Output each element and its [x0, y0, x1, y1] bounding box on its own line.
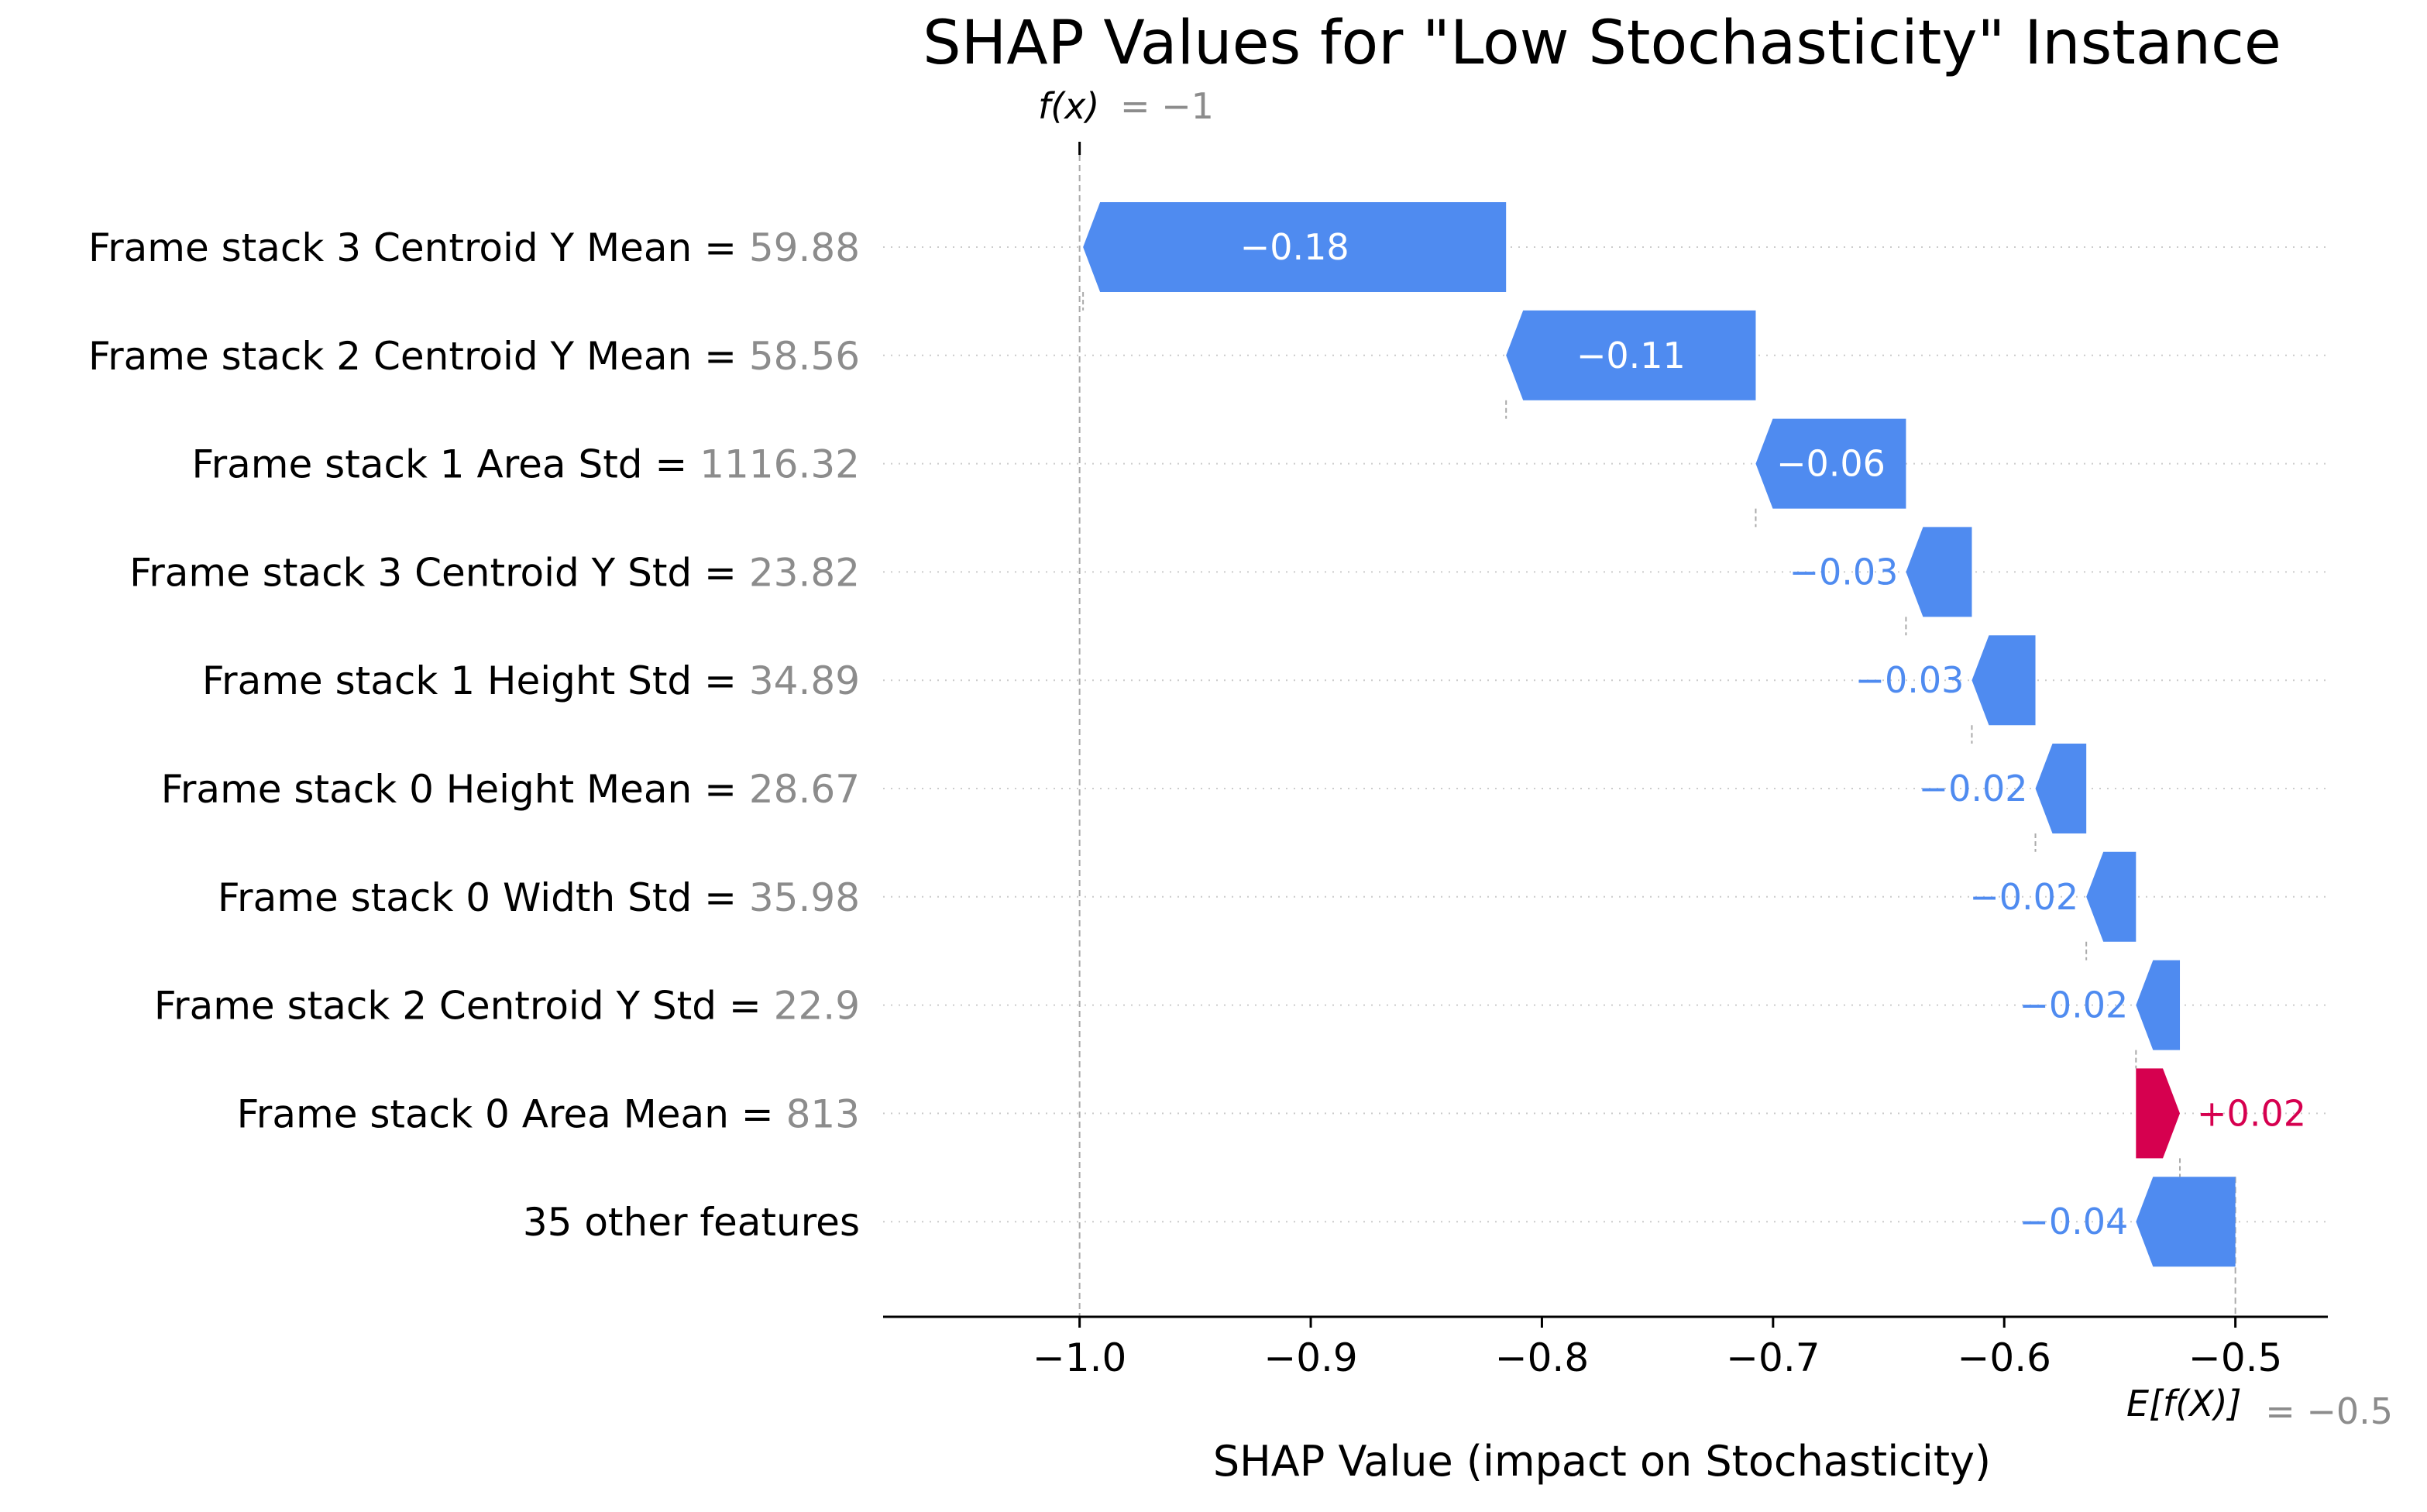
feature-name: Frame stack 1 Area Std = [191, 442, 700, 487]
feature-name: Frame stack 3 Centroid Y Mean = [88, 225, 749, 270]
bar-value-label: −0.02 [2019, 985, 2128, 1026]
feature-name: Frame stack 1 Height Std = [202, 658, 749, 703]
feature-name: Frame stack 2 Centroid Y Mean = [88, 334, 749, 379]
bar-value-label: +0.02 [2197, 1092, 2306, 1134]
feature-value: 22.9 [774, 984, 860, 1029]
x-tick-label: −0.6 [1958, 1335, 2051, 1380]
feature-name: 35 other features [523, 1200, 860, 1245]
bar-value-label: −0.02 [1919, 768, 2028, 809]
chart-title: SHAP Values for "Low Stochasticity" Inst… [923, 9, 2281, 78]
feature-name: Frame stack 0 Area Mean = [237, 1091, 786, 1136]
feature-label: Frame stack 2 Centroid Y Mean = 58.56 [88, 334, 860, 379]
efx-annotation: E[f(X)] = −0.5 [2126, 1383, 2393, 1432]
x-tick-label: −1.0 [1033, 1335, 1126, 1380]
waterfall-bar [2136, 960, 2181, 1050]
waterfall-bar [1755, 418, 1906, 509]
feature-label: Frame stack 3 Centroid Y Mean = 59.88 [88, 225, 860, 270]
efx-label: E[f(X)] [2126, 1383, 2242, 1424]
waterfall-bar [1506, 310, 1756, 400]
fx-value-label: = −1 [1120, 85, 1214, 127]
feature-value: 23.82 [749, 550, 860, 595]
feature-value: 58.56 [749, 334, 860, 379]
bar-value-label: −0.18 [1240, 226, 1349, 268]
feature-value: 34.89 [749, 658, 860, 703]
feature-name: Frame stack 2 Centroid Y Std = [154, 984, 774, 1029]
bar-value-label: −0.06 [1776, 443, 1886, 485]
bar-value-label: −0.03 [1789, 551, 1898, 593]
waterfall-bar [1906, 527, 1972, 617]
x-tick-label: −0.8 [1495, 1335, 1589, 1380]
feature-value: 813 [786, 1091, 860, 1136]
feature-name: Frame stack 3 Centroid Y Std = [129, 550, 749, 595]
feature-name: Frame stack 0 Height Mean = [161, 767, 749, 812]
bar-value-label: −0.02 [1969, 876, 2078, 918]
x-axis: −1.0 −0.9 −0.8 −0.7 −0.6 −0.5 [883, 1315, 2328, 1380]
x-tick-label: −0.5 [2188, 1335, 2282, 1380]
feature-label: Frame stack 1 Area Std = 1116.32 [191, 442, 860, 487]
feature-label: 35 other features [523, 1200, 860, 1245]
feature-label: Frame stack 0 Area Mean = 813 [237, 1091, 860, 1136]
waterfall-bar [2086, 851, 2137, 942]
feature-label: Frame stack 1 Height Std = 34.89 [202, 658, 860, 703]
feature-label: Frame stack 3 Centroid Y Std = 23.82 [129, 550, 860, 595]
x-axis-label: SHAP Value (impact on Stochasticity) [1213, 1437, 1991, 1486]
waterfall-bar [2136, 1068, 2181, 1159]
waterfall-bar [2035, 744, 2087, 833]
waterfall-bar [1972, 635, 2036, 726]
waterfall-bar [2136, 1177, 2236, 1267]
bar-value-label: −0.04 [2019, 1201, 2128, 1242]
bar-value-label: −0.11 [1576, 335, 1686, 376]
bars [1083, 202, 2236, 1267]
feature-labels: Frame stack 3 Centroid Y Mean = 59.88Fra… [88, 225, 860, 1245]
fx-label: f(x) [1038, 85, 1099, 127]
fx-annotation: f(x) = −1 [1038, 85, 1214, 127]
x-tick-label: −0.7 [1726, 1335, 1820, 1380]
feature-label: Frame stack 0 Height Mean = 28.67 [161, 767, 860, 812]
bar-labels: −0.18 −0.11 −0.06 −0.03 −0.03 −0.02 −0.02 −0.02… [1240, 226, 2306, 1242]
feature-label: Frame stack 0 Width Std = 35.98 [218, 875, 860, 920]
feature-value: 59.88 [749, 225, 860, 270]
bar-value-label: −0.03 [1855, 659, 1964, 701]
feature-value: 1116.32 [700, 442, 860, 487]
efx-value-label: = −0.5 [2265, 1390, 2393, 1432]
feature-value: 28.67 [749, 767, 860, 812]
feature-value: 35.98 [749, 875, 860, 920]
waterfall-bar [1083, 202, 1507, 292]
feature-name: Frame stack 0 Width Std = [218, 875, 749, 920]
feature-label: Frame stack 2 Centroid Y Std = 22.9 [154, 984, 860, 1029]
x-tick-label: −0.9 [1263, 1335, 1357, 1380]
